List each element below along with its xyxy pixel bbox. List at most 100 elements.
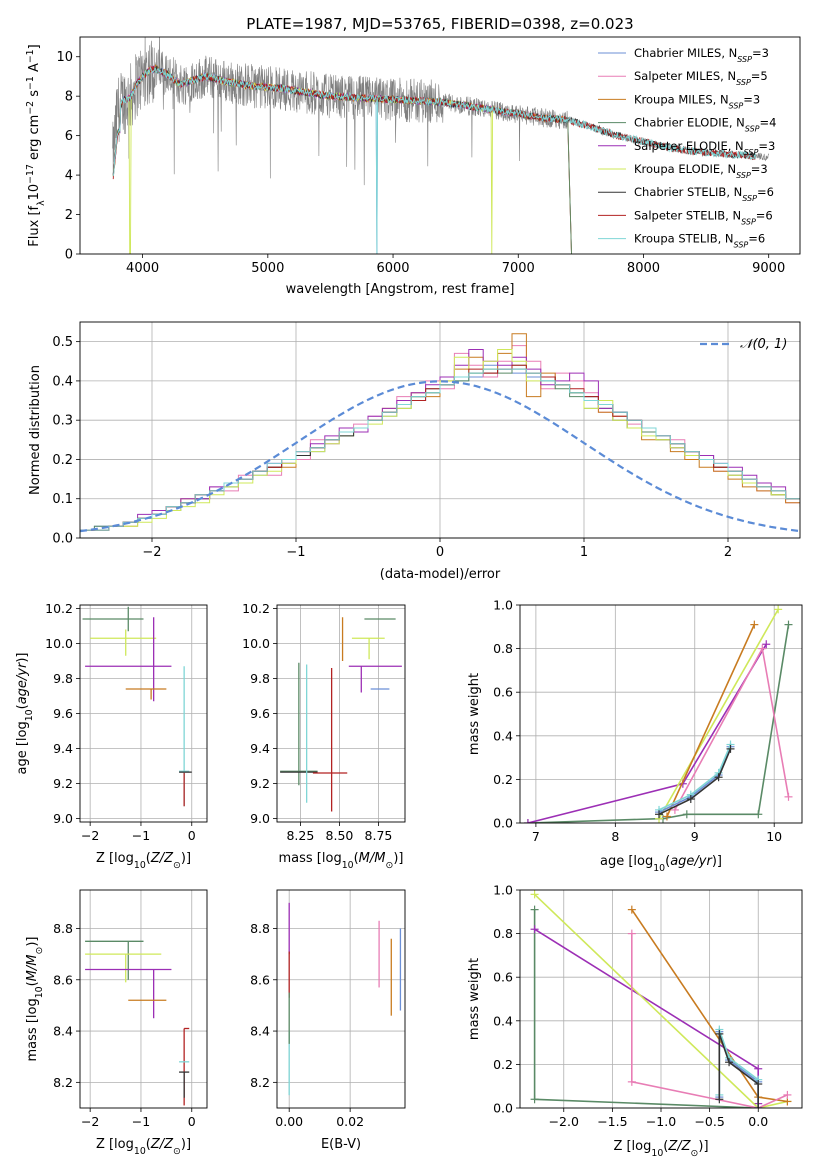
label-part: ⊙ bbox=[691, 1148, 699, 1159]
plot-area-weight_vs_Z bbox=[530, 890, 792, 1108]
axes-frame bbox=[519, 889, 803, 1109]
y-tick-label: 9.8 bbox=[250, 671, 270, 686]
legend-label: Chabrier MILES, NSSP=3 bbox=[634, 46, 769, 64]
label-part: Z/Z bbox=[667, 1139, 691, 1154]
y-tick-label: 0.8 bbox=[493, 926, 513, 941]
label-part: mass [log bbox=[25, 998, 40, 1061]
histogram-3 bbox=[80, 364, 800, 538]
weight-line-0 bbox=[533, 909, 759, 1108]
x-tick-label: −2.0 bbox=[549, 1114, 579, 1129]
legend-label: Salpeter ELODIE, NSSP=3 bbox=[634, 139, 775, 157]
plus-marker bbox=[627, 905, 636, 914]
y-tick-label: 9.6 bbox=[250, 706, 270, 721]
histogram-2 bbox=[80, 333, 800, 538]
label-part: ( bbox=[665, 854, 670, 869]
gaussian-reference-curve bbox=[80, 380, 800, 533]
y-tick-label: 10.0 bbox=[45, 636, 73, 651]
plus-marker bbox=[726, 744, 735, 753]
label-part: ⊙ bbox=[173, 1146, 181, 1157]
y-tick-label: 0.6 bbox=[493, 685, 513, 700]
legend-label-main: Chabrier ELODIE, N bbox=[634, 116, 745, 130]
label-part: ( bbox=[146, 851, 151, 866]
plot-area-residuals bbox=[80, 333, 800, 538]
axes-frame bbox=[519, 604, 803, 824]
x-tick-label: 7000 bbox=[502, 261, 535, 276]
plus-marker bbox=[523, 819, 532, 823]
errorbar-point-4 bbox=[183, 1027, 190, 1106]
y-tick-label: 0.4 bbox=[493, 1013, 513, 1028]
legend-label-sub: SSP bbox=[737, 55, 752, 64]
label-part: ( bbox=[15, 704, 30, 709]
y-axis-label: Normed distribution bbox=[28, 365, 43, 495]
legend-label-sub: SSP bbox=[734, 240, 749, 249]
plot-area-age_vs_Z bbox=[82, 606, 192, 807]
legend-label-tail: =6 bbox=[757, 185, 774, 199]
y-tick-label: 0.3 bbox=[52, 414, 73, 429]
y-tick-label: 1.0 bbox=[493, 883, 513, 898]
plus-marker bbox=[758, 644, 767, 653]
label-part: ( bbox=[25, 981, 40, 986]
weight-line-7 bbox=[658, 748, 732, 816]
x-tick-label: 0.02 bbox=[336, 1114, 364, 1129]
label-part: −17 bbox=[25, 164, 36, 184]
x-tick-label: 6000 bbox=[376, 261, 409, 276]
label-part: λ bbox=[36, 200, 47, 206]
x-tick-label: 0 bbox=[188, 1114, 196, 1129]
x-tick-label: 9 bbox=[691, 829, 699, 844]
axes-mass_vs_Z: −2 −1 08.28.48.68.8Z [log10(Z/Z⊙)]mass [lo… bbox=[25, 889, 208, 1157]
label-part: age/yr bbox=[670, 854, 713, 869]
errorbar-point-6 bbox=[179, 1071, 190, 1098]
axes-frame bbox=[276, 604, 406, 823]
label-part: mass [log bbox=[279, 851, 342, 866]
label-part: −1 bbox=[25, 76, 36, 90]
axes-frame bbox=[79, 889, 208, 1109]
y-tick-label: 0.0 bbox=[493, 1101, 513, 1116]
axes-frame bbox=[276, 889, 406, 1109]
axes-age_vs_Z: −2 −1 09.09.29.49.69.810.010.2Z [log10(Z/Z… bbox=[15, 601, 208, 871]
figure-title: PLATE=1987, MJD=53765, FIBERID=0398, z=0… bbox=[246, 15, 633, 33]
label-part: Z/Z bbox=[150, 851, 174, 866]
plus-marker bbox=[783, 1090, 792, 1099]
legend-label: Salpeter MILES, NSSP=5 bbox=[634, 69, 768, 87]
histogram-0 bbox=[80, 364, 800, 538]
plot-area-mass_vs_ebv bbox=[288, 902, 402, 1096]
legend-label: Chabrier ELODIE, NSSP=4 bbox=[634, 116, 776, 134]
y-tick-label: 8.6 bbox=[53, 972, 73, 987]
legend-label-tail: =6 bbox=[756, 208, 773, 222]
label-part: )] bbox=[181, 851, 191, 866]
legend-label: Kroupa ELODIE, NSSP=3 bbox=[634, 162, 768, 180]
label-part: 10 bbox=[342, 860, 354, 871]
label-part: )] bbox=[181, 1137, 191, 1152]
label-part: age/yr bbox=[15, 661, 30, 704]
y-tick-label: 9.8 bbox=[53, 671, 73, 686]
label-part: Z [log bbox=[96, 851, 134, 866]
label-part: M/M bbox=[25, 955, 40, 982]
legend-label: Salpeter STELIB, NSSP=6 bbox=[634, 208, 773, 226]
x-tick-label: −1 bbox=[132, 828, 150, 843]
label-part: ( bbox=[663, 1139, 668, 1154]
errorbar-point-2 bbox=[85, 617, 172, 702]
label-part: Z [log bbox=[613, 1139, 651, 1154]
legend-label-tail: =3 bbox=[752, 46, 769, 60]
label-part: Flux [f bbox=[27, 205, 42, 246]
label-part: ( bbox=[354, 851, 359, 866]
errorbar-point-9 bbox=[312, 668, 348, 812]
histogram-7 bbox=[80, 364, 800, 538]
x-tick-label: −1.0 bbox=[646, 1114, 676, 1129]
label-part: −2 bbox=[25, 101, 36, 115]
axes-age_vs_mass: 8.25 8.50 8.75 9.0 9.2 9.4 9.6 9.8 10.0 10.2 mass … bbox=[242, 601, 406, 871]
legend-label-tail: =3 bbox=[743, 92, 760, 106]
plus-marker bbox=[714, 773, 723, 782]
x-tick-label: 0 bbox=[188, 828, 196, 843]
legend-label-tail: =3 bbox=[751, 162, 768, 176]
y-tick-label: 0 bbox=[65, 248, 73, 263]
x-tick-label: 8.25 bbox=[286, 828, 314, 843]
label-part: 10 bbox=[653, 863, 665, 874]
errorbar-point-4 bbox=[348, 665, 402, 693]
legend-label-main: Salpeter MILES, N bbox=[634, 69, 736, 83]
errorbar-point-0 bbox=[82, 606, 144, 632]
label-part: 10 bbox=[24, 709, 35, 721]
plus-marker bbox=[682, 810, 691, 819]
y-tick-label: 10 bbox=[56, 50, 73, 65]
